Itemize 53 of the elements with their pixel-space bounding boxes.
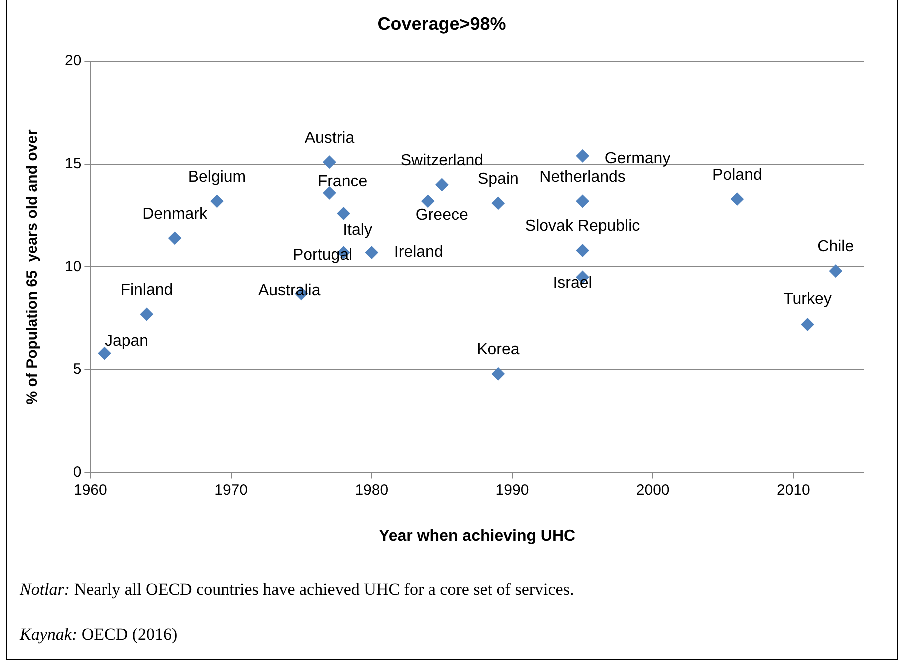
- data-label: Japan: [104, 332, 149, 350]
- data-label: Israel: [553, 274, 592, 292]
- x-tick-label: 1970: [214, 482, 248, 499]
- data-label: Slovak Republic: [525, 218, 640, 236]
- x-axis-title: Year when achieving UHC: [379, 528, 576, 545]
- x-tick-label: 1960: [74, 482, 108, 499]
- data-label: Spain: [478, 170, 519, 188]
- y-tick-label: 20: [64, 52, 82, 70]
- x-tick-label: 2000: [636, 482, 670, 499]
- y-tick-label: 10: [64, 258, 82, 276]
- text: Kaynak: OECD (2016): [20, 625, 178, 645]
- data-label: Korea: [477, 342, 520, 359]
- point: [492, 368, 505, 381]
- y-tick-label: 0: [73, 464, 82, 481]
- y-tick-label: 15: [64, 156, 82, 173]
- point: [576, 194, 590, 208]
- x-tick-label: 2010: [777, 482, 810, 499]
- data-label: Ireland: [394, 244, 444, 262]
- data-label: Greece: [416, 206, 468, 224]
- point: [210, 194, 224, 208]
- point: [576, 150, 590, 163]
- y-tick-label: 5: [73, 361, 82, 378]
- data-label: Austria: [304, 130, 355, 147]
- point: [730, 192, 744, 206]
- point: [168, 232, 182, 245]
- point: [323, 186, 336, 200]
- data-label: Turkey: [784, 291, 832, 308]
- point: [422, 194, 435, 208]
- x-tick-label: 1990: [496, 482, 530, 499]
- point: [576, 244, 590, 258]
- data-label: Portugal: [292, 247, 353, 264]
- x-tick-label: 1980: [355, 482, 389, 499]
- data-label: Poland: [712, 166, 762, 184]
- data-label: Chile: [818, 238, 854, 256]
- point: [323, 156, 336, 169]
- point: [801, 318, 814, 332]
- point: [140, 308, 154, 321]
- data-label: Netherlands: [540, 168, 626, 186]
- point: [492, 196, 505, 210]
- data-label: Switzerland: [400, 152, 484, 170]
- point: [436, 178, 449, 192]
- point: [829, 264, 842, 278]
- chart-title: Coverage>98%: [378, 14, 506, 34]
- text: Notlar: Nearly all OECD countries have achieved UHC for a core set of services.: [20, 580, 574, 600]
- data-label: Finland: [120, 282, 174, 299]
- point: [337, 207, 350, 220]
- data-label: Belgium: [188, 168, 246, 186]
- point: [365, 246, 378, 260]
- data-label: France: [318, 174, 368, 191]
- y-axis-title: % of Population 65 years old and over: [24, 130, 42, 405]
- data-label: Italy: [343, 222, 372, 240]
- data-label: Denmark: [142, 206, 208, 223]
- data-label: Germany: [604, 150, 671, 168]
